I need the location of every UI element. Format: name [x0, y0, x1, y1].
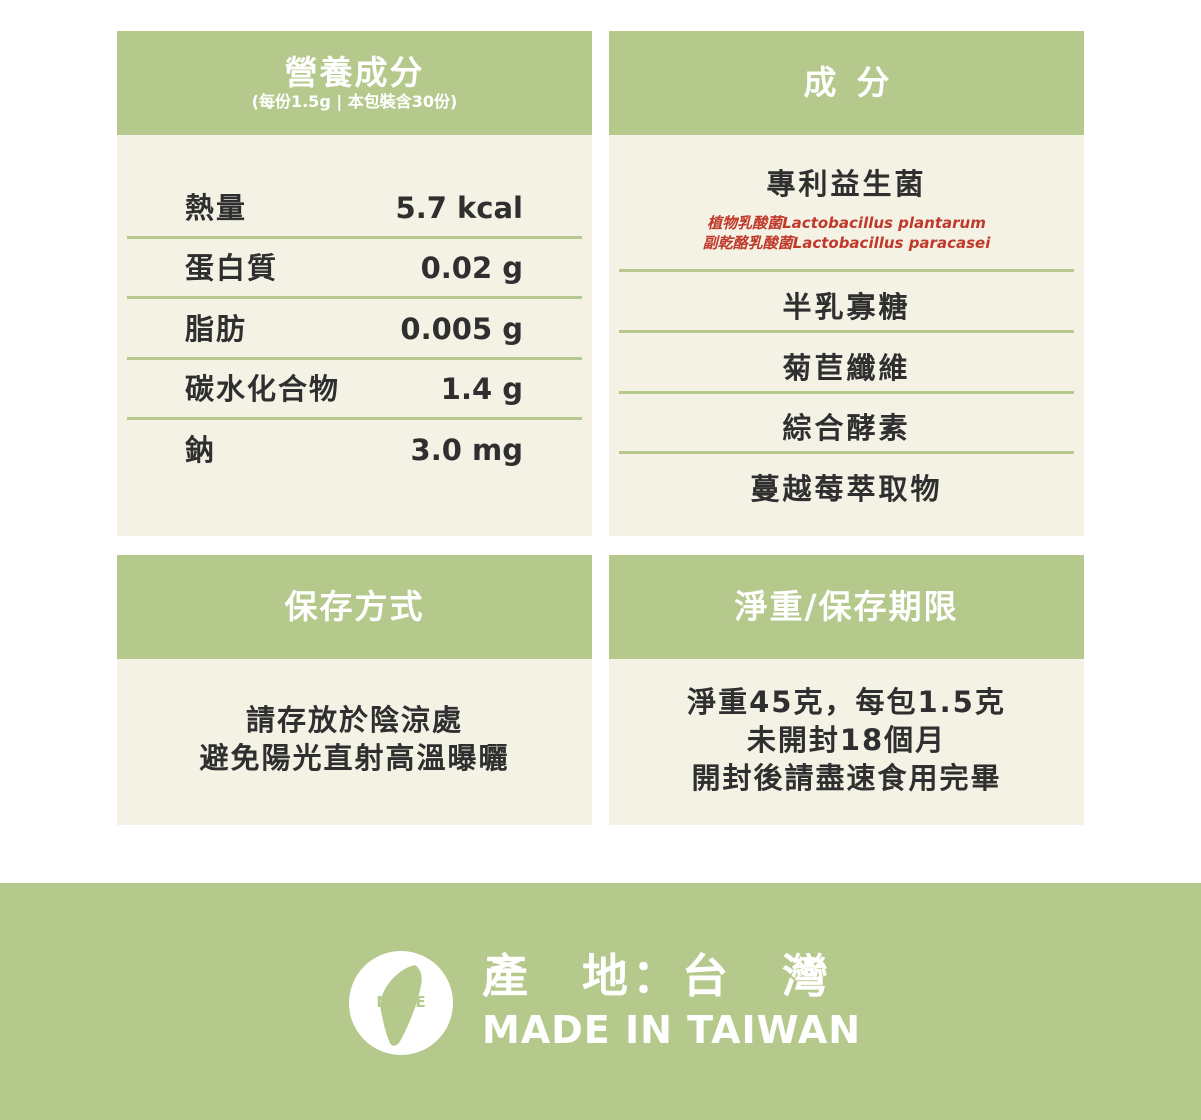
origin-chinese: 產 地：台 灣: [482, 949, 832, 1003]
divider: [619, 330, 1074, 333]
nutrition-value: 0.02 g: [420, 251, 523, 285]
origin-english: MADE IN TAIWAN: [482, 1008, 862, 1052]
nutrition-label: 脂肪: [185, 312, 248, 346]
made-in-taiwan-badge: MADE: [349, 951, 453, 1055]
probiotic-strain: 植物乳酸菌Lactobacillus plantarum: [707, 214, 986, 232]
nutrition-row-fat: 脂肪 0.005 g: [127, 300, 582, 358]
storage-title: 保存方式: [284, 587, 425, 626]
probiotic-strain: 副乾酪乳酸菌Lactobacillus paracasei: [702, 234, 991, 252]
divider: [127, 417, 582, 420]
divider: [127, 296, 582, 299]
nutrition-row-protein: 蛋白質 0.02 g: [127, 239, 582, 297]
divider: [619, 451, 1074, 454]
nutrition-value: 1.4 g: [440, 372, 523, 406]
net-weight-line: 開封後請盡速食用完畢: [691, 761, 1002, 795]
nutrition-label: 熱量: [185, 191, 248, 225]
ingredient-item: 半乳寡糖: [782, 290, 911, 324]
nutrition-header: 營養成分 (每份1.5g | 本包裝含30份): [117, 31, 592, 135]
nutrition-row-carbohydrate: 碳水化合物 1.4 g: [127, 360, 582, 418]
nutrition-label: 碳水化合物: [185, 372, 341, 406]
nutrition-title: 營養成分: [284, 53, 425, 92]
ingredients-header: 成分: [609, 31, 1084, 135]
ingredients-title: 成分: [803, 63, 910, 102]
origin-footer: MADE 產 地：台 灣 MADE IN TAIWAN: [0, 883, 1201, 1120]
badge-label: MADE: [376, 993, 426, 1011]
net-weight-title: 淨重/保存期限: [734, 587, 959, 626]
nutrition-subtitle: (每份1.5g | 本包裝含30份): [251, 92, 458, 111]
nutrition-panel: 營養成分 (每份1.5g | 本包裝含30份) 熱量 5.7 kcal 蛋白質 …: [117, 31, 592, 536]
net-weight-header: 淨重/保存期限: [609, 555, 1084, 659]
divider: [127, 236, 582, 239]
storage-panel: 保存方式 請存放於陰涼處 避免陽光直射高溫曝曬: [117, 555, 592, 825]
nutrition-label: 鈉: [185, 433, 217, 467]
taiwan-map-icon: [380, 965, 422, 1046]
nutrition-value: 3.0 mg: [410, 433, 523, 467]
divider: [619, 391, 1074, 394]
storage-line: 避免陽光直射高溫曝曬: [199, 741, 510, 775]
divider: [127, 357, 582, 360]
storage-header: 保存方式: [117, 555, 592, 659]
nutrition-row-calories: 熱量 5.7 kcal: [127, 179, 582, 237]
net-weight-line: 未開封18個月: [746, 723, 947, 757]
net-weight-panel: 淨重/保存期限 淨重45克，每包1.5克 未開封18個月 開封後請盡速食用完畢: [609, 555, 1084, 825]
ingredient-item: 菊苣纖維: [782, 351, 911, 385]
probiotics-name: 專利益生菌: [766, 167, 927, 201]
nutrition-value: 5.7 kcal: [395, 191, 523, 225]
nutrition-label: 蛋白質: [185, 251, 279, 285]
nutrition-value: 0.005 g: [400, 312, 523, 346]
nutrition-row-sodium: 鈉 3.0 mg: [127, 421, 582, 479]
net-weight-line: 淨重45克，每包1.5克: [687, 685, 1006, 719]
ingredient-item: 綜合酵素: [782, 411, 911, 445]
divider: [619, 269, 1074, 272]
storage-line: 請存放於陰涼處: [245, 703, 463, 737]
ingredients-panel: 成分 專利益生菌 植物乳酸菌Lactobacillus plantarum 副乾…: [609, 31, 1084, 536]
ingredient-item: 蔓越莓萃取物: [750, 472, 943, 506]
